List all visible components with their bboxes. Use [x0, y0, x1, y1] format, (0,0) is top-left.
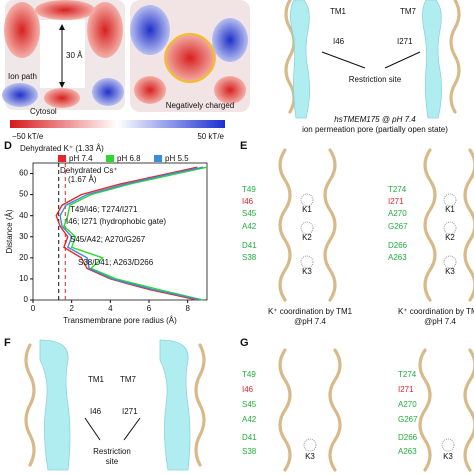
- annotation: S45/A42; A270/G267: [70, 235, 146, 244]
- surface-left: [2, 0, 125, 110]
- label: 30 Å: [66, 51, 83, 60]
- label: Restriction: [93, 447, 131, 456]
- label: I46: [90, 407, 102, 416]
- label: I271: [397, 37, 413, 46]
- pores-top: [284, 0, 461, 119]
- residue-label: G267: [388, 222, 408, 231]
- residue-label: T274: [388, 185, 407, 194]
- annotation: I46; I271 (hydrophobic gate): [66, 217, 166, 226]
- y-tick-label: 30: [19, 232, 28, 241]
- x-tick-label: 0: [31, 304, 36, 313]
- y-tick-label: 40: [19, 211, 28, 220]
- annotation: S38/D41; A263/D266: [78, 258, 154, 267]
- residue-label: S45: [242, 400, 257, 409]
- site-label: K1: [445, 205, 455, 214]
- residue-label: A263: [388, 253, 407, 262]
- residue-label: A270: [388, 209, 407, 218]
- label: site: [106, 457, 119, 466]
- residue-label: A42: [242, 222, 257, 231]
- residue-label: T49: [242, 185, 256, 194]
- label: TM7: [120, 375, 137, 384]
- subtitle: ion permeation pore (partially open stat…: [302, 125, 448, 134]
- y-tick-label: 10: [19, 274, 28, 283]
- panel-letter: F: [4, 337, 11, 349]
- colorbar-max: 50 kT/e: [197, 132, 224, 141]
- residue-label: D41: [242, 433, 257, 442]
- annotation: T49/I46; T274/I271: [70, 205, 138, 214]
- residue-label: I271: [398, 385, 414, 394]
- x-tick-label: 6: [147, 304, 152, 313]
- x-tick-label: 8: [185, 304, 190, 313]
- residue-label: S38: [242, 447, 257, 456]
- surface-middle: [130, 0, 250, 112]
- pores-f: [24, 339, 206, 471]
- label: Cytosol: [30, 107, 57, 116]
- ref-label: (1.67 Å): [68, 175, 97, 184]
- label: I46: [333, 37, 345, 46]
- label: TM1: [88, 375, 105, 384]
- label: TM1: [330, 7, 347, 16]
- site-label: K2: [445, 233, 455, 242]
- label: Negatively charged: [166, 101, 234, 110]
- colorbar: [10, 120, 225, 128]
- label: Ion path: [8, 72, 37, 81]
- helices-g: [278, 348, 474, 472]
- x-tick-label: 2: [69, 304, 74, 313]
- panel-letter: E: [240, 140, 247, 152]
- x-tick-label: 4: [108, 304, 113, 313]
- caption: K⁺ coordination by TM1: [268, 307, 353, 316]
- residue-label: S38: [242, 253, 257, 262]
- residue-label: A42: [242, 415, 257, 424]
- legend-label: pH 7.4: [69, 154, 93, 163]
- site-label: K3: [445, 267, 455, 276]
- series-line: [63, 166, 208, 301]
- colorbar-min: −50 kT/e: [12, 132, 44, 141]
- legend-label: pH 5.5: [165, 154, 189, 163]
- residue-label: S45: [242, 209, 257, 218]
- legend-swatch: [106, 155, 114, 162]
- y-tick-label: 60: [19, 169, 28, 178]
- residue-label: G267: [398, 415, 418, 424]
- panel-letter: D: [4, 140, 12, 152]
- x-axis-label: Transmembrane pore radius (Å): [63, 316, 177, 325]
- label: Restriction site: [349, 75, 402, 84]
- ref-label: Dehydrated K⁺ (1.33 Å): [20, 144, 104, 153]
- residue-label: I46: [242, 197, 254, 206]
- caption: @pH 7.4: [424, 317, 456, 326]
- y-tick-label: 0: [24, 295, 29, 304]
- y-tick-label: 20: [19, 253, 28, 262]
- helices-e: [278, 148, 474, 302]
- site-label: K3: [305, 452, 315, 461]
- series-line: [55, 166, 198, 301]
- y-tick-label: 50: [19, 190, 28, 199]
- residue-label: A270: [398, 400, 417, 409]
- residue-label: I46: [242, 385, 254, 394]
- title: hsTMEM175 @ pH 7.4: [334, 115, 416, 124]
- residue-label: A263: [398, 447, 417, 456]
- caption: @pH 7.4: [294, 317, 326, 326]
- ref-label: Dehydrated Cs⁺: [60, 166, 118, 175]
- legend-swatch: [58, 155, 66, 162]
- residue-label: T274: [398, 370, 417, 379]
- residue-label: D41: [242, 241, 257, 250]
- site-label: K3: [443, 452, 453, 461]
- residue-label: D266: [398, 433, 418, 442]
- residue-label: D266: [388, 241, 408, 250]
- caption: K⁺ coordination by TM7: [398, 307, 474, 316]
- label: I271: [122, 407, 138, 416]
- y-axis-label: Distance (Å): [5, 209, 14, 253]
- series-line: [59, 166, 204, 301]
- panel-letter: G: [240, 337, 249, 349]
- legend-swatch: [154, 155, 162, 162]
- plot-frame: [32, 162, 208, 301]
- label: TM7: [400, 7, 417, 16]
- residue-label: I271: [388, 197, 404, 206]
- site-label: K1: [302, 205, 312, 214]
- residue-label: T49: [242, 370, 256, 379]
- site-label: K3: [302, 267, 312, 276]
- legend-label: pH 6.8: [117, 154, 141, 163]
- site-label: K2: [302, 233, 312, 242]
